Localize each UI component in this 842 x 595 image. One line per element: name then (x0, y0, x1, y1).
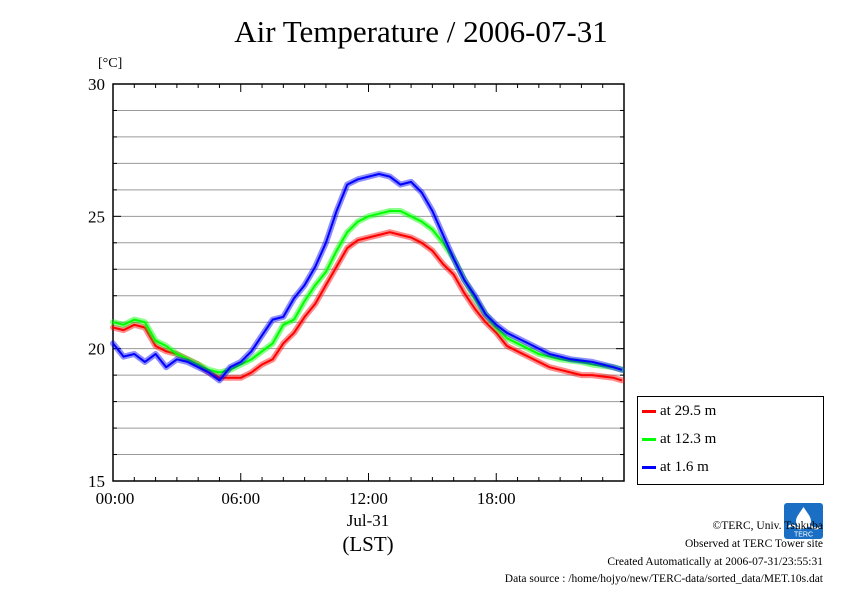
x-tick-label: 12:00 (349, 489, 388, 508)
x-tick-label: 18:00 (477, 489, 516, 508)
logo-text: TERC (794, 532, 813, 539)
footer-observed: Observed at TERC Tower site (684, 538, 823, 550)
legend-label: at 29.5 m (660, 402, 717, 419)
chart-title: Air Temperature / 2006-07-31 (234, 14, 608, 49)
footer-created: Created Automatically at 2006-07-31/23:5… (607, 556, 823, 568)
y-tick-label: 30 (88, 75, 105, 94)
x-tick-label: 00:00 (96, 489, 135, 508)
x-tick-label: 06:00 (221, 489, 260, 508)
legend-swatch (642, 409, 656, 413)
legend: at 29.5 m at 12.3 m at 1.6 m (637, 396, 824, 485)
y-tick-label: 15 (88, 472, 105, 491)
footer-source: Data source : /home/hojyo/new/TERC-data/… (504, 573, 823, 585)
legend-item: at 29.5 m (642, 401, 716, 421)
legend-item: at 12.3 m (642, 429, 716, 449)
terc-logo-icon: TERC (784, 503, 823, 539)
series-line (112, 210, 623, 374)
plot-frame (112, 83, 625, 482)
y-tick-label: 20 (88, 340, 105, 359)
x-axis-date-label: Jul-31 (346, 511, 390, 530)
legend-swatch (642, 465, 656, 469)
y-axis-unit-label: [°C] (98, 56, 123, 71)
x-axis-title: (LST) (342, 532, 394, 556)
footer-copyright: ©TERC, Univ. Tsukuba (712, 520, 823, 532)
legend-item: at 1.6 m (642, 457, 709, 477)
legend-label: at 1.6 m (660, 458, 709, 475)
y-tick-label: 25 (88, 207, 105, 226)
series-halo (110, 171, 625, 384)
legend-swatch (642, 437, 656, 441)
legend-label: at 12.3 m (660, 430, 717, 447)
series-line (112, 173, 623, 382)
